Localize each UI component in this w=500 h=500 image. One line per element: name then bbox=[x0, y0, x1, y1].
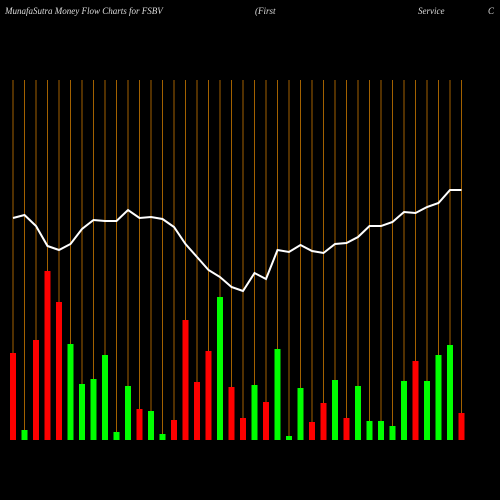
bar bbox=[182, 320, 189, 440]
bar bbox=[171, 420, 177, 440]
bar bbox=[435, 355, 442, 440]
bar bbox=[205, 351, 212, 440]
bar bbox=[44, 271, 51, 440]
bar bbox=[217, 297, 223, 440]
bar bbox=[366, 421, 373, 440]
bar bbox=[228, 387, 235, 440]
bar bbox=[332, 380, 338, 440]
bar bbox=[33, 340, 39, 440]
bar bbox=[136, 409, 143, 440]
bar bbox=[125, 386, 131, 440]
bar bbox=[21, 430, 28, 440]
bar bbox=[412, 361, 419, 440]
bar bbox=[159, 434, 166, 440]
bar bbox=[286, 436, 292, 440]
bar bbox=[194, 382, 200, 440]
bar bbox=[297, 388, 304, 440]
bar bbox=[148, 411, 154, 440]
money-flow-line bbox=[12, 189, 462, 293]
bar bbox=[274, 349, 281, 440]
bar bbox=[343, 418, 350, 440]
bar bbox=[320, 403, 327, 440]
bar bbox=[10, 353, 16, 440]
bar bbox=[309, 422, 315, 440]
bar bbox=[113, 432, 120, 440]
bar bbox=[56, 302, 62, 440]
bar bbox=[424, 381, 430, 440]
chart-title-part: (First bbox=[255, 6, 276, 16]
chart-title-part: C bbox=[488, 6, 495, 16]
chart-title-part: Service bbox=[418, 6, 444, 16]
bar bbox=[90, 379, 97, 440]
bar bbox=[355, 386, 361, 440]
bar bbox=[102, 355, 108, 440]
chart-title: MunafaSutra Money Flow Charts for FSBV bbox=[4, 6, 164, 16]
bar bbox=[378, 421, 384, 440]
bar bbox=[401, 381, 407, 440]
bar bbox=[240, 418, 246, 440]
bar bbox=[389, 426, 396, 440]
bar bbox=[447, 345, 453, 440]
bar bbox=[251, 385, 258, 440]
bar bbox=[263, 402, 269, 440]
bar bbox=[458, 413, 465, 440]
bar bbox=[67, 344, 74, 440]
bar bbox=[79, 384, 85, 440]
